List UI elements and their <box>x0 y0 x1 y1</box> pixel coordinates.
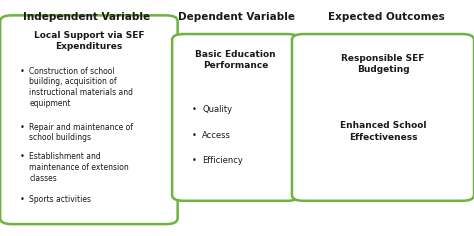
Text: •: • <box>192 131 197 140</box>
Polygon shape <box>288 96 302 143</box>
Text: •: • <box>192 105 197 114</box>
Text: Establishment and
maintenance of extension
classes: Establishment and maintenance of extensi… <box>29 152 129 183</box>
Text: Independent Variable: Independent Variable <box>23 12 150 22</box>
Text: Enhanced School
Effectiveness: Enhanced School Effectiveness <box>340 122 426 142</box>
Text: Access: Access <box>202 131 231 140</box>
Text: •: • <box>192 156 197 165</box>
FancyBboxPatch shape <box>292 34 474 201</box>
Text: Repair and maintenance of
school buildings: Repair and maintenance of school buildin… <box>29 123 133 142</box>
Text: Basic Education
Performance: Basic Education Performance <box>195 50 276 71</box>
Polygon shape <box>167 96 182 143</box>
Text: Sports activities: Sports activities <box>29 195 91 204</box>
FancyBboxPatch shape <box>0 15 178 224</box>
Text: Responsible SEF
Budgeting: Responsible SEF Budgeting <box>341 54 425 74</box>
Text: Dependent Variable: Dependent Variable <box>178 12 295 22</box>
FancyBboxPatch shape <box>172 34 299 201</box>
Text: •: • <box>20 123 25 132</box>
Text: Quality: Quality <box>202 105 232 114</box>
Text: Construction of school
building, acquisition of
instructional materials and
equi: Construction of school building, acquisi… <box>29 67 133 108</box>
Text: Efficiency: Efficiency <box>202 156 243 165</box>
Text: •: • <box>20 67 25 76</box>
Text: •: • <box>20 195 25 204</box>
Text: •: • <box>20 152 25 161</box>
Text: Expected Outcomes: Expected Outcomes <box>328 12 445 22</box>
Text: Local Support via SEF
Expenditures: Local Support via SEF Expenditures <box>34 30 144 51</box>
